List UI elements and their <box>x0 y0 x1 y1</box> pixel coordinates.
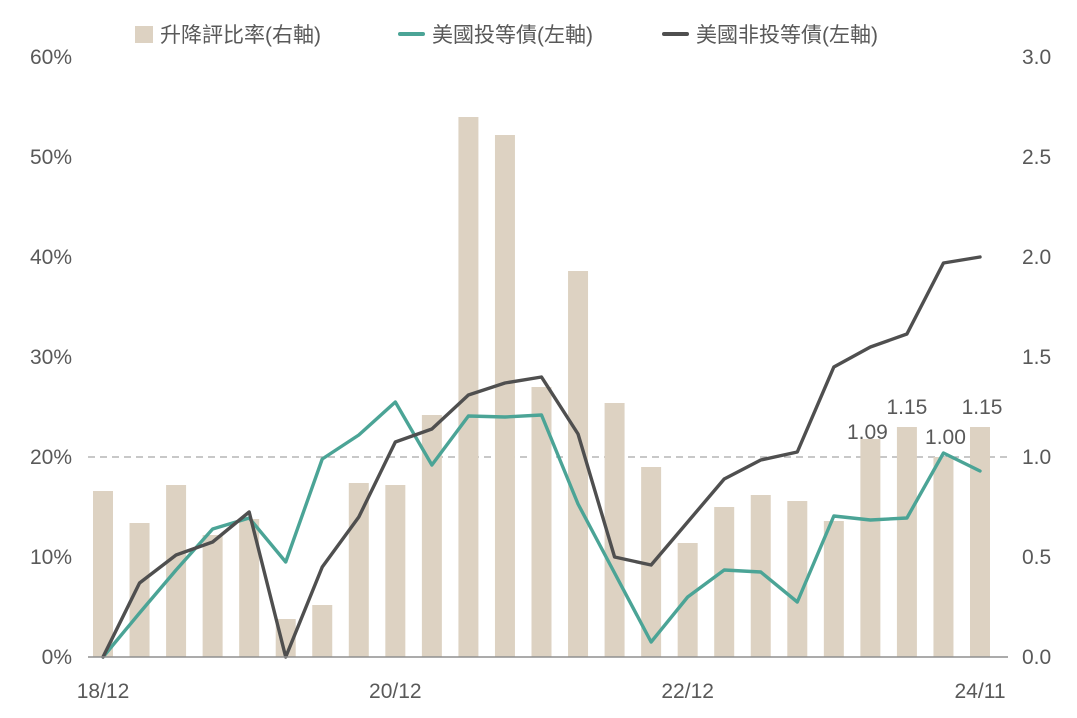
bar <box>714 507 735 657</box>
bar <box>896 427 917 657</box>
bar <box>970 427 990 657</box>
bar <box>202 535 223 657</box>
right-axis-tick-label: 0.5 <box>1022 546 1051 569</box>
right-axis-tick-label: 0.0 <box>1022 646 1051 669</box>
bar <box>787 501 808 657</box>
line-us-high-yield <box>101 255 982 659</box>
dark-line-swatch-icon <box>662 32 689 36</box>
left-axis-tick-label: 50% <box>30 146 72 169</box>
bar <box>933 457 954 657</box>
left-axis-tick-label: 30% <box>30 346 72 369</box>
legend-label-us-high-yield: 美國非投等債(左軸) <box>696 24 878 47</box>
bar <box>494 135 515 657</box>
legend-label-us-investment-grade: 美國投等債(左軸) <box>432 24 593 47</box>
bar <box>568 271 589 657</box>
x-axis-tick-label: 22/12 <box>661 680 714 703</box>
left-axis-tick-label: 10% <box>30 546 72 569</box>
bar <box>348 483 369 657</box>
bar-value-annotation: 1.15 <box>886 396 927 419</box>
bar-value-annotation: 1.15 <box>962 396 1003 419</box>
legend-label-ratings-ratio: 升降評比率(右軸) <box>160 24 321 47</box>
bar <box>239 519 260 657</box>
bar-value-annotation: 1.00 <box>925 426 966 449</box>
bar-value-annotation: 1.09 <box>847 421 888 444</box>
right-axis-tick-label: 1.5 <box>1022 346 1051 369</box>
bar <box>458 117 479 657</box>
bar <box>421 415 442 657</box>
x-axis-tick-label: 20/12 <box>369 680 422 703</box>
right-axis-tick-label: 3.0 <box>1022 46 1051 69</box>
left-axis-tick-label: 0% <box>42 646 72 669</box>
bar <box>93 491 113 657</box>
x-axis-tick-label: 24/11 <box>955 680 1006 703</box>
bar-series-swatch-icon <box>135 25 153 43</box>
right-axis-tick-label: 1.0 <box>1022 446 1051 469</box>
bar <box>312 605 333 657</box>
bar <box>860 439 881 657</box>
teal-line-swatch-icon <box>398 32 425 36</box>
legend-item-us-investment-grade: 美國投等債(左軸) <box>398 19 593 49</box>
bar <box>604 403 625 657</box>
legend-item-ratings-ratio: 升降評比率(右軸) <box>135 19 321 49</box>
left-axis-tick-label: 20% <box>30 446 72 469</box>
right-axis-tick-label: 2.5 <box>1022 146 1051 169</box>
bar <box>129 523 150 657</box>
bar <box>677 543 698 657</box>
legend-item-us-high-yield: 美國非投等債(左軸) <box>662 19 878 49</box>
right-axis-tick-label: 2.0 <box>1022 246 1051 269</box>
bar <box>823 521 844 657</box>
x-axis-tick-label: 18/12 <box>77 680 130 703</box>
bar <box>531 387 552 657</box>
bar <box>385 485 406 657</box>
bar <box>641 467 662 657</box>
left-axis-tick-label: 60% <box>30 46 72 69</box>
chart-legend: 升降評比率(右軸) 美國投等債(左軸) 美國非投等債(左軸) <box>0 0 1077 49</box>
bar <box>750 495 771 657</box>
left-axis-tick-label: 40% <box>30 246 72 269</box>
